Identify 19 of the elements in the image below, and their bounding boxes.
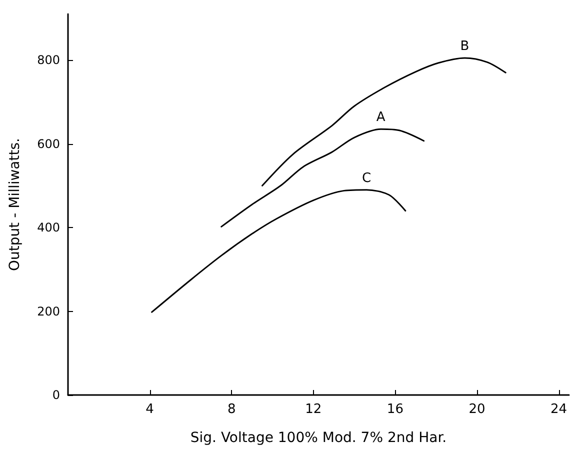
series-label: B — [460, 38, 470, 54]
y-tick-label: 600 — [37, 136, 60, 151]
x-tick-label: 4 — [146, 402, 154, 417]
line-series — [151, 189, 406, 313]
x-tick-label: 20 — [468, 402, 486, 417]
y-axis-title: Output - Milliwatts. — [7, 138, 23, 271]
x-tick-label: 12 — [305, 402, 322, 417]
x-tick-label: 24 — [550, 402, 568, 417]
line-series — [220, 128, 425, 228]
y-tick-label: 800 — [37, 53, 60, 68]
x-tick-label: 8 — [227, 402, 236, 417]
y-tick-label: 200 — [37, 304, 60, 318]
x-tick-label: 16 — [386, 402, 404, 417]
x-axis-title: Sig. Voltage 100% Mod. 7% 2nd Har. — [190, 430, 447, 446]
series-label: A — [376, 110, 386, 126]
y-tick-label: 0 — [52, 388, 60, 402]
line-series — [262, 57, 506, 186]
series-label: C — [362, 170, 372, 186]
y-tick-label: 400 — [37, 220, 60, 235]
